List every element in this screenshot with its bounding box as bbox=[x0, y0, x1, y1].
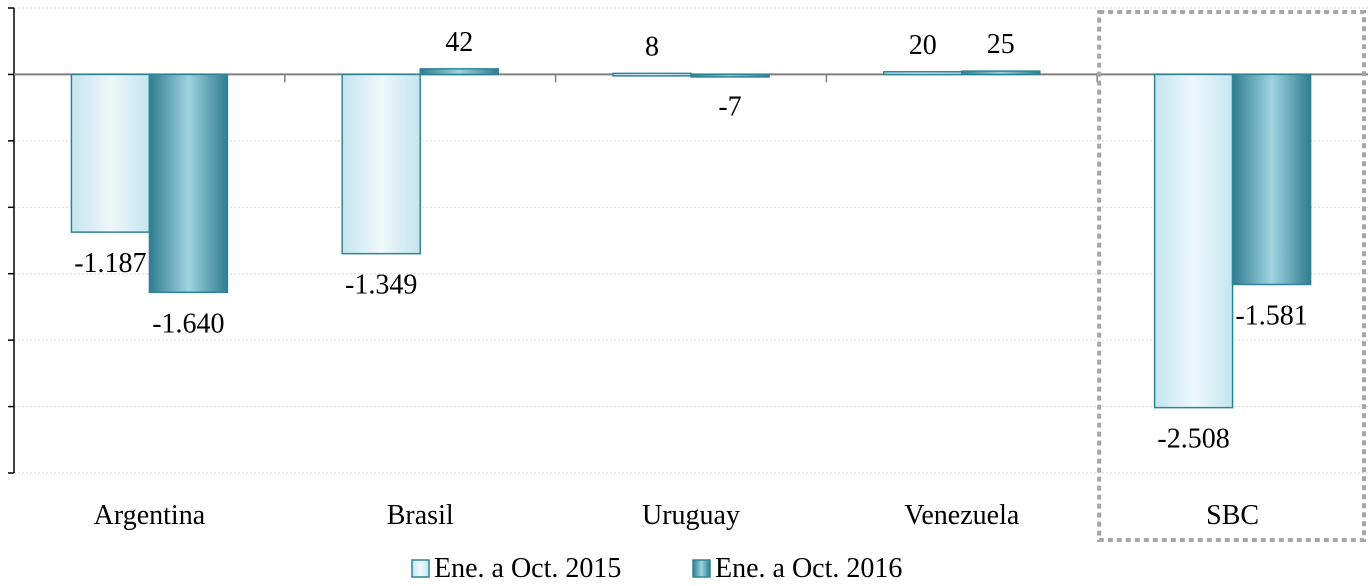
bar bbox=[690, 73, 770, 78]
legend: Ene. a Oct. 2015 Ene. a Oct. 2016 bbox=[411, 553, 902, 584]
data-label: 42 bbox=[445, 27, 473, 58]
data-label: 20 bbox=[909, 30, 937, 61]
data-label: -1.187 bbox=[74, 248, 146, 279]
legend-swatch bbox=[411, 559, 430, 578]
bar bbox=[148, 73, 229, 294]
category-label: Uruguay bbox=[642, 500, 740, 531]
category-label: Brasil bbox=[387, 500, 454, 531]
data-labels: -1.187-1.640 -1.349 42 8 -7 20 25 -2.508 -1.581 bbox=[74, 27, 1308, 455]
legend-swatch bbox=[692, 559, 711, 578]
category-labels: Argentina Brasil Uruguay Venezuela SBC bbox=[94, 500, 1259, 531]
legend-label: Ene. a Oct. 2016 bbox=[715, 553, 902, 584]
bar bbox=[70, 73, 151, 233]
bar bbox=[1231, 73, 1312, 286]
gridlines bbox=[14, 7, 1368, 474]
data-label: -2.508 bbox=[1157, 424, 1229, 455]
bar bbox=[612, 72, 692, 77]
data-label: -1.581 bbox=[1235, 300, 1307, 331]
data-label: -1.640 bbox=[152, 308, 224, 339]
bar bbox=[961, 70, 1041, 76]
data-label: -7 bbox=[718, 91, 741, 122]
bar bbox=[341, 73, 421, 255]
bar bbox=[419, 68, 499, 76]
data-label: 8 bbox=[645, 31, 659, 62]
category-label: SBC bbox=[1206, 500, 1259, 531]
bars bbox=[70, 68, 1312, 409]
category-label: Venezuela bbox=[904, 500, 1020, 531]
data-label: 25 bbox=[987, 29, 1015, 60]
legend-label: Ene. a Oct. 2015 bbox=[434, 553, 621, 584]
category-label: Argentina bbox=[94, 500, 206, 531]
bar bbox=[1153, 73, 1234, 409]
data-label: -1.349 bbox=[345, 270, 417, 301]
bar bbox=[883, 71, 963, 76]
